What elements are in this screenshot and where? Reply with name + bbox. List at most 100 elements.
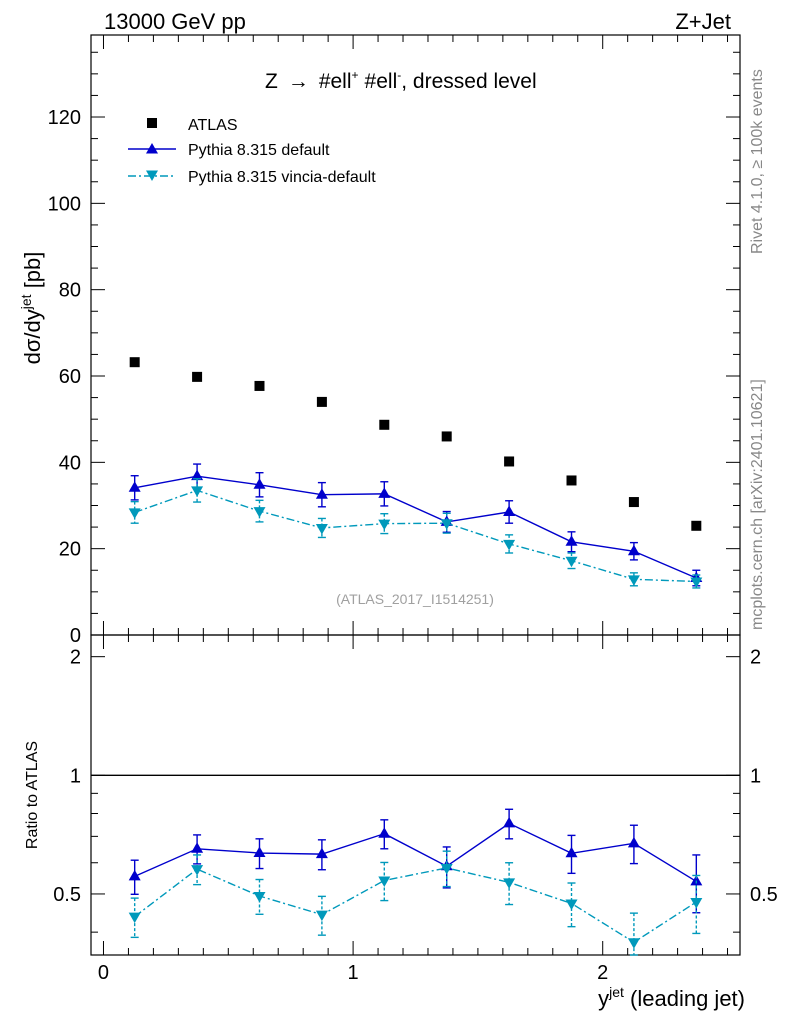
xlabel-main: y	[598, 986, 609, 1011]
point-atlas	[628, 497, 639, 508]
header-left: 13000 GeV pp	[104, 9, 246, 34]
analysis-watermark: (ATLAS_2017_I1514251)	[336, 591, 494, 607]
point-default	[315, 847, 328, 859]
point-vincia	[690, 898, 703, 909]
point-atlas	[441, 431, 452, 442]
point-default	[690, 874, 703, 886]
ratio-xlabel: yjet (leading jet)	[598, 984, 745, 1011]
legend-label-default: Pythia 8.315 default	[188, 142, 330, 159]
ratio-x-axis: 0 1 2	[98, 635, 729, 984]
ratio-ytick-label-right: 1	[750, 765, 761, 787]
point-atlas	[316, 396, 327, 407]
point-vincia	[253, 507, 266, 518]
main-title: Z → #ell+ #ell-, dressed level	[265, 68, 537, 93]
point-atlas	[129, 357, 140, 368]
ratio-xtick-label: 0	[98, 962, 109, 984]
legend-marker-vincia	[146, 170, 158, 181]
point-vincia	[253, 892, 266, 903]
point-default	[627, 544, 640, 556]
series-line-vincia	[134, 867, 697, 944]
point-default	[378, 827, 391, 838]
point-vincia	[503, 878, 516, 889]
point-default	[191, 842, 204, 853]
point-default	[253, 846, 266, 858]
main-ytick-label: 120	[48, 107, 81, 129]
ratio-xtick-label: 2	[597, 962, 608, 984]
main-ytick-label: 0	[70, 625, 81, 647]
point-default	[253, 478, 266, 489]
point-default	[128, 869, 141, 881]
point-default	[503, 505, 516, 516]
title-arrow: →	[288, 70, 309, 93]
xlabel-sup: jet	[608, 984, 624, 1000]
point-atlas	[254, 380, 265, 391]
ratio-ytick-label: 1	[70, 765, 81, 787]
point-atlas	[379, 419, 390, 430]
point-default	[565, 846, 578, 858]
point-vincia	[315, 523, 328, 535]
point-default	[565, 535, 578, 546]
point-vincia	[627, 938, 640, 949]
point-vincia	[440, 863, 453, 875]
ratio-ytick-label: 0.5	[53, 884, 81, 906]
main-ylabel-sup: jet	[18, 294, 34, 310]
legend: ATLAS Pythia 8.315 default Pythia 8.315 …	[128, 117, 376, 186]
point-vincia	[128, 508, 141, 519]
point-vincia	[378, 519, 391, 531]
title-sup-2: -	[397, 68, 401, 82]
point-default	[191, 469, 204, 481]
title-ell-2: #ell	[365, 70, 398, 93]
series-line-default	[134, 475, 697, 579]
main-ylabel: dσ/dyjet [pb]	[18, 252, 45, 365]
mcplots-label: mcplots.cern.ch [arXiv:2401.10621]	[749, 379, 766, 630]
ratio-ytick-label-right: 0.5	[750, 884, 778, 906]
point-vincia	[315, 910, 328, 922]
point-vincia	[378, 876, 391, 887]
point-vincia	[565, 899, 578, 910]
point-atlas	[566, 475, 577, 486]
title-z: Z	[265, 70, 278, 93]
point-vincia	[690, 577, 703, 588]
legend-label-vincia: Pythia 8.315 vincia-default	[188, 169, 376, 186]
point-vincia	[191, 865, 204, 876]
point-atlas	[691, 520, 702, 531]
main-ytick-label: 60	[59, 366, 81, 388]
main-ylabel-unit: [pb]	[20, 252, 45, 295]
point-vincia	[191, 486, 204, 497]
point-default	[627, 836, 640, 848]
ratio-ytick-label: 2	[70, 647, 81, 669]
title-rest: , dressed level	[401, 70, 536, 93]
main-y-axis: 0 20 40 60 80 100 120	[48, 51, 740, 647]
point-default	[378, 487, 391, 498]
series-line-default	[134, 822, 697, 883]
main-ytick-label: 100	[48, 193, 81, 215]
main-ytick-label: 80	[59, 280, 81, 302]
main-data	[128, 357, 703, 589]
title-ell-1: #ell	[319, 70, 352, 93]
main-ytick-label: 20	[59, 539, 81, 561]
point-default	[128, 481, 141, 492]
ratio-data	[128, 808, 703, 956]
ratio-xtick-label: 1	[348, 962, 359, 984]
ratio-ylabel: Ratio to ATLAS	[24, 741, 41, 849]
legend-label-atlas: ATLAS	[188, 117, 238, 134]
point-vincia	[565, 556, 578, 568]
point-vincia	[627, 575, 640, 586]
point-vincia	[128, 912, 141, 924]
main-ylabel-main: dσ/dy	[20, 309, 45, 364]
point-vincia	[503, 539, 516, 551]
point-atlas	[192, 371, 203, 382]
point-vincia	[440, 519, 453, 530]
point-default	[503, 816, 516, 828]
ratio-frame	[90, 634, 741, 956]
xlabel-rest: (leading jet)	[624, 986, 745, 1011]
point-atlas	[504, 456, 515, 467]
series-line-vincia	[134, 489, 697, 583]
title-sup-1: +	[352, 68, 359, 82]
point-default	[315, 488, 328, 499]
main-x-axis	[102, 35, 729, 635]
header-right: Z+Jet	[675, 9, 731, 34]
rivet-label: Rivet 4.1.0, ≥ 100k events	[749, 69, 766, 254]
legend-marker-default	[146, 143, 158, 154]
